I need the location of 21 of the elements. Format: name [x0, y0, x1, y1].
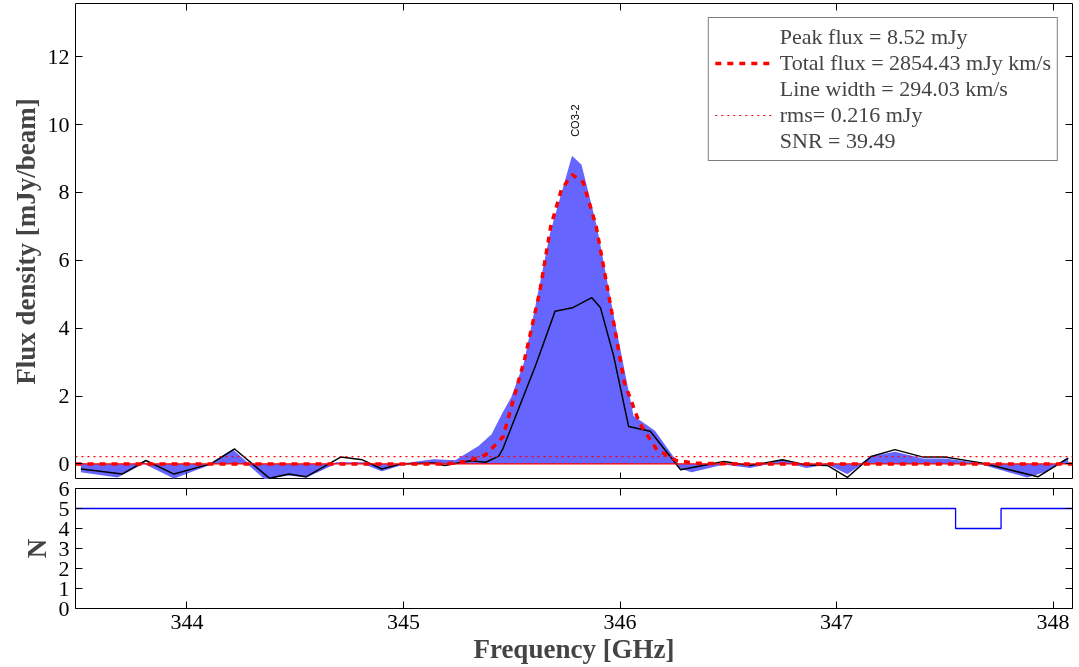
y-tick-label: 8	[58, 179, 70, 205]
y-tick-label: 6	[58, 247, 70, 273]
annotation: Peak flux = 8.52 mJy	[779, 24, 968, 50]
y-axis-title: Flux density [mJy/beam]	[10, 98, 41, 385]
y-tick-label: 2	[58, 383, 70, 409]
annotation: CO3-2	[568, 104, 581, 137]
x-axis-title: Frequency [GHz]	[473, 633, 675, 664]
legend-label: rms= 0.216 mJy	[779, 102, 923, 128]
annotation: SNR = 39.49	[779, 128, 896, 154]
x-tick-label: 344	[170, 608, 204, 634]
y-tick-label: 0	[58, 450, 70, 476]
y-tick-label: 4	[58, 315, 70, 341]
y-tick-label: 12	[47, 43, 70, 69]
y-axis-title: N	[21, 538, 52, 559]
x-tick-label: 348	[1036, 608, 1070, 634]
annotation: Line width = 294.03 km/s	[779, 76, 1008, 102]
legend-label: Total flux = 2854.43 mJy km/s	[779, 50, 1051, 76]
y-tick-label: 10	[47, 111, 70, 137]
x-tick-label: 347	[820, 608, 854, 634]
x-tick-label: 346	[603, 608, 637, 634]
x-tick-label: 345	[387, 608, 420, 634]
